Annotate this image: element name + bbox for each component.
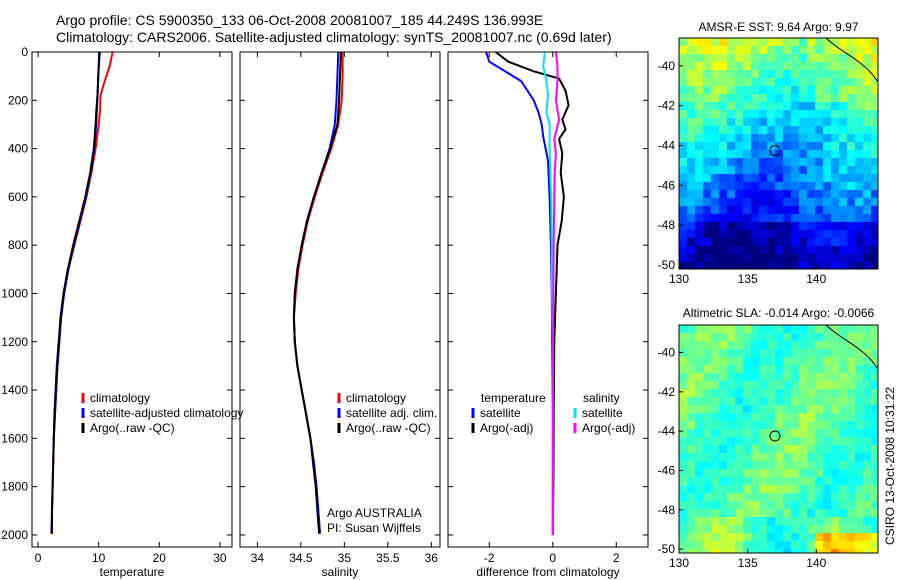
sst-map-coastline	[825, 38, 878, 83]
difference-xlabel: difference from climatology	[476, 565, 619, 579]
sst-map-ytick-label: -40	[658, 59, 676, 73]
salinity-legend-entry: climatology	[346, 391, 406, 405]
sla-map-ytick-label: -46	[658, 463, 676, 477]
temperature-ytick-label: 1800	[1, 480, 28, 494]
salinity-annotation-0: Argo AUSTRALIA	[327, 506, 422, 520]
salinity-legend-entry: Argo(..raw -QC)	[346, 421, 431, 435]
difference-series-1	[494, 52, 570, 535]
sst-map-ytick-label: -48	[658, 218, 676, 232]
salinity-series-2	[292, 52, 342, 534]
sla-map-ytick-label: -40	[658, 346, 676, 360]
temperature-ytick-label: 400	[8, 142, 28, 156]
sst-map-ytick-label: -50	[658, 258, 676, 272]
temperature-xtick-label: 30	[213, 551, 227, 565]
figure-title-line1: Argo profile: CS 5900350_133 06-Oct-2008…	[56, 12, 544, 28]
salinity-annotation-1: PI: Susan Wijffels	[327, 521, 421, 535]
difference-legend-salinity-entry: salinity	[583, 391, 620, 405]
difference-axes-box	[447, 51, 649, 548]
temperature-series-1	[51, 52, 101, 534]
difference-legend-salinity-entry: satellite	[582, 406, 623, 420]
difference-series-2	[542, 52, 554, 535]
difference-legend-temperature-entry: temperature	[481, 391, 546, 405]
difference-legend-temperature-entry: satellite	[480, 406, 521, 420]
temperature-ytick-label: 1000	[1, 286, 28, 300]
temperature-xtick-label: 0	[35, 551, 42, 565]
temperature-legend-entry: Argo(..raw -QC)	[90, 421, 175, 435]
temperature-xlabel: temperature	[100, 565, 165, 579]
difference-series-3	[551, 52, 561, 535]
salinity-xlabel: salinity	[322, 565, 359, 579]
sst-map-argo-marker	[769, 144, 781, 156]
sla-map-argo-marker	[769, 430, 781, 442]
difference-xtick-label: -2	[484, 551, 495, 565]
difference-legend-temperature-entry: Argo(-adj)	[480, 421, 533, 435]
sst-map-title: AMSR-E SST: 9.64 Argo: 9.97	[698, 20, 858, 34]
temperature-ytick-label: 200	[8, 93, 28, 107]
salinity-axes-box	[239, 51, 441, 548]
temperature-ytick-label: 800	[8, 238, 28, 252]
temperature-ytick-label: 1200	[1, 335, 28, 349]
figure-title-line2: Climatology: CARS2006. Satellite-adjuste…	[56, 29, 612, 45]
difference-xtick-label: 0	[549, 551, 556, 565]
sla-map-xtick-label: 135	[738, 556, 758, 570]
temperature-ytick-label: 600	[8, 190, 28, 204]
salinity-xtick-label: 35.5	[376, 551, 400, 565]
difference-legend-salinity-entry: Argo(-adj)	[582, 421, 635, 435]
temperature-panel: 0 10 20 30 temperature 0 200 400 600 800 1000 1200 1…	[1, 45, 243, 579]
sst-map-xtick-label: 135	[738, 272, 758, 286]
sst-map-axes-box	[678, 37, 879, 270]
temperature-axes-box	[31, 51, 233, 548]
temperature-ytick-label: 1400	[1, 383, 28, 397]
temperature-xtick-label: 10	[92, 551, 106, 565]
sst-map-xtick-label: 140	[806, 272, 826, 286]
temperature-legend-entry: satellite-adjusted climatology	[90, 406, 243, 420]
sla-map-coastline	[825, 325, 878, 370]
difference-series-0	[485, 52, 554, 535]
salinity-panel: 34 34.5 35 35.5 36 salinity climatologysatelli…	[239, 51, 441, 579]
temperature-ytick-label: 2000	[1, 528, 28, 542]
sla-map-ytick-label: -48	[658, 503, 676, 517]
sla-map-panel: Altimetric SLA: -0.014 Argo: -0.0066 130 1…	[658, 306, 879, 570]
sst-map-xtick-label: 130	[669, 272, 689, 286]
sst-map-ytick-label: -44	[658, 139, 676, 153]
salinity-legend-entry: satellite adj. clim.	[346, 406, 437, 420]
salinity-xtick-label: 34	[251, 551, 265, 565]
temperature-ytick-label: 0	[21, 45, 28, 59]
temperature-xtick-label: 20	[153, 551, 167, 565]
sla-map-title: Altimetric SLA: -0.014 Argo: -0.0066	[683, 306, 875, 320]
sla-map-axes-box	[678, 324, 879, 554]
sla-map-xtick-label: 140	[806, 556, 826, 570]
sst-map-panel: AMSR-E SST: 9.64 Argo: 9.97 130 135 140 -40 -…	[658, 20, 879, 286]
sla-map-cells	[679, 325, 878, 553]
temperature-series-2	[50, 52, 101, 534]
sla-map-xtick-label: 130	[669, 556, 689, 570]
sla-map-ytick-label: -42	[658, 385, 676, 399]
sla-map-ytick-label: -44	[658, 424, 676, 438]
salinity-xtick-label: 36	[425, 551, 439, 565]
salinity-xtick-label: 35	[338, 551, 352, 565]
sst-map-cells	[679, 38, 878, 269]
sst-map-ytick-label: -42	[658, 99, 676, 113]
temperature-ytick-label: 1600	[1, 431, 28, 445]
temperature-legend-entry: climatology	[90, 391, 150, 405]
salinity-series-1	[292, 52, 340, 534]
sla-map-ytick-label: -50	[658, 542, 676, 556]
temperature-series-0	[51, 52, 114, 534]
sst-map-ytick-label: -46	[658, 178, 676, 192]
difference-xtick-label: 2	[613, 551, 620, 565]
salinity-xtick-label: 34.5	[289, 551, 313, 565]
